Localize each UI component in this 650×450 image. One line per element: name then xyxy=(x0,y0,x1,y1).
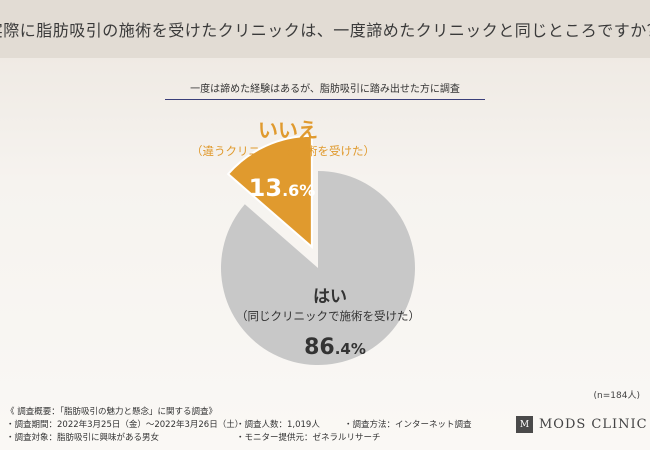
brand-logo: M MODS CLINIC xyxy=(516,416,648,433)
yes-value-label: 86.4% xyxy=(304,335,366,360)
pie-slice-yes xyxy=(220,171,415,365)
footer-provider: ・モニター提供元：ゼネラルリサーチ xyxy=(236,433,381,443)
yes-label: はい xyxy=(313,287,347,307)
footer-period: ・調査期間：2022年3月25日（金）〜2022年3月26日（土） xyxy=(6,420,244,430)
footer-method: ・調査方法：インターネット調査 xyxy=(344,420,472,430)
footer-heading: 《 調査概要：「脂肪吸引の魅力と懸念」に関する調査》 xyxy=(6,407,217,417)
header-bar: 実際に脂肪吸引の施術を受けたクリニックは、一度諦めたクリニックと同じところですか… xyxy=(0,0,650,58)
sample-size-label: (n=184人) xyxy=(593,391,640,401)
logo-mark-icon: M xyxy=(516,416,533,433)
page-title: 実際に脂肪吸引の施術を受けたクリニックは、一度諦めたクリニックと同じところですか… xyxy=(0,21,650,40)
footer-count: ・調査人数：1,019人 xyxy=(236,420,320,430)
no-sublabel: （違うクリニックで施術を受けた） xyxy=(191,144,375,158)
pie-slice-no xyxy=(226,134,313,250)
no-value-label: 13.6% xyxy=(249,174,316,202)
yes-sublabel: （同じクリニックで施術を受けた） xyxy=(236,309,420,323)
logo-name: MODS CLINIC xyxy=(539,417,648,432)
survey-footer: 《 調査概要：「脂肪吸引の魅力と懸念」に関する調査》 ・調査期間：2022年3月… xyxy=(6,406,506,445)
footer-target: ・調査対象：脂肪吸引に興味がある男女 xyxy=(6,433,160,443)
no-label: いいえ xyxy=(258,118,318,142)
chart-subtitle: 一度は諦めた経験はあるが、脂肪吸引に踏み出せた方に調査 xyxy=(165,80,485,100)
pie-chart: いいえ （違うクリニックで施術を受けた） 13.6% はい （同じクリニックで施術を受け… xyxy=(191,118,420,365)
